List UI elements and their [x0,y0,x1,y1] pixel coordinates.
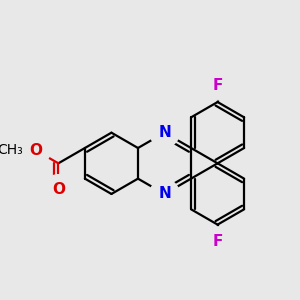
Text: N: N [158,125,171,140]
Circle shape [203,227,232,256]
Text: O: O [29,143,42,158]
Circle shape [0,132,28,169]
Text: F: F [212,78,223,93]
Text: F: F [212,234,223,249]
Text: O: O [52,182,65,197]
Circle shape [150,118,179,147]
Circle shape [44,175,73,204]
Circle shape [21,136,50,165]
Circle shape [203,70,232,100]
Circle shape [150,179,179,208]
Text: N: N [158,187,171,202]
Text: CH₃: CH₃ [0,143,22,157]
